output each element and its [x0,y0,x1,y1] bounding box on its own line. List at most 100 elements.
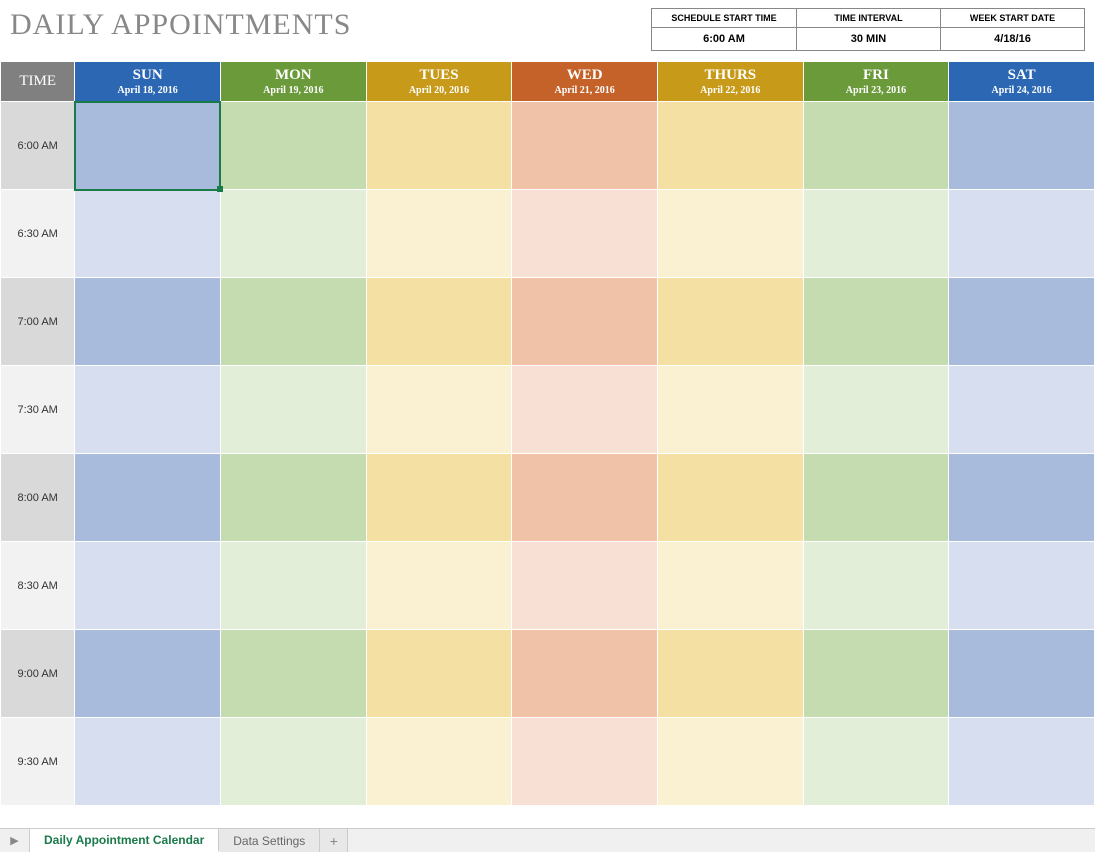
appointment-cell[interactable] [75,718,221,806]
time-label: 8:00 AM [1,454,75,542]
appointment-cell[interactable] [949,366,1095,454]
sheet-tabs: ▶ Daily Appointment CalendarData Setting… [0,828,1095,852]
appointment-cell[interactable] [512,278,658,366]
appointment-cell[interactable] [657,630,803,718]
day-header-fri: FRIApril 23, 2016 [803,62,949,102]
time-row: 8:00 AM [1,454,1095,542]
appointment-cell[interactable] [512,366,658,454]
appointment-cell[interactable] [220,718,366,806]
appointment-cell[interactable] [366,278,512,366]
calendar-body: 6:00 AM6:30 AM7:00 AM7:30 AM8:00 AM8:30 … [1,102,1095,806]
time-label: 9:30 AM [1,718,75,806]
day-date: April 18, 2016 [75,85,220,96]
appointment-cell[interactable] [512,102,658,190]
tab-add-button[interactable]: + [320,829,348,852]
appointment-cell[interactable] [220,278,366,366]
appointment-cell[interactable] [949,102,1095,190]
appointment-cell[interactable] [949,278,1095,366]
appointment-cell[interactable] [949,718,1095,806]
appointment-cell[interactable] [657,718,803,806]
appointment-cell[interactable] [75,630,221,718]
appointment-cell[interactable] [803,102,949,190]
tabs-container: Daily Appointment CalendarData Settings [30,829,320,852]
settings-value[interactable]: 30 MIN [797,28,940,50]
time-row: 6:00 AM [1,102,1095,190]
day-date: April 19, 2016 [221,85,366,96]
appointment-cell[interactable] [512,542,658,630]
appointment-cell[interactable] [512,190,658,278]
appointment-cell[interactable] [657,278,803,366]
time-label: 8:30 AM [1,542,75,630]
day-name: THURS [658,67,803,84]
appointment-cell[interactable] [220,630,366,718]
time-header: TIME [1,62,75,102]
settings-value[interactable]: 6:00 AM [652,28,796,50]
appointment-cell[interactable] [366,454,512,542]
appointment-cell[interactable] [512,454,658,542]
appointment-cell[interactable] [366,366,512,454]
appointment-cell[interactable] [366,542,512,630]
settings-value[interactable]: 4/18/16 [941,28,1084,50]
time-label: 7:30 AM [1,366,75,454]
appointment-cell[interactable] [803,542,949,630]
day-name: FRI [804,67,949,84]
settings-col-0: SCHEDULE START TIME6:00 AM [652,9,796,50]
appointment-cell[interactable] [75,190,221,278]
appointment-cell[interactable] [366,102,512,190]
appointment-cell[interactable] [220,190,366,278]
day-header-wed: WEDApril 21, 2016 [512,62,658,102]
time-label: 6:00 AM [1,102,75,190]
appointment-cell[interactable] [220,366,366,454]
appointment-cell[interactable] [512,630,658,718]
appointment-cell[interactable] [75,454,221,542]
settings-label: TIME INTERVAL [797,9,940,28]
time-label: 7:00 AM [1,278,75,366]
settings-box: SCHEDULE START TIME6:00 AMTIME INTERVAL3… [651,8,1085,51]
appointment-cell[interactable] [803,366,949,454]
day-date: April 20, 2016 [367,85,512,96]
sheet-tab-0[interactable]: Daily Appointment Calendar [30,829,219,852]
tab-nav-button[interactable]: ▶ [0,829,30,852]
appointment-cell[interactable] [75,542,221,630]
appointment-cell[interactable] [220,542,366,630]
appointment-cell[interactable] [803,630,949,718]
appointment-cell[interactable] [75,366,221,454]
appointment-cell[interactable] [75,278,221,366]
day-header-mon: MONApril 19, 2016 [220,62,366,102]
appointment-cell[interactable] [657,190,803,278]
day-header-sat: SATApril 24, 2016 [949,62,1095,102]
time-row: 6:30 AM [1,190,1095,278]
time-row: 9:00 AM [1,630,1095,718]
day-name: SUN [75,67,220,84]
page-title: DAILY APPOINTMENTS [10,8,351,42]
appointment-cell[interactable] [803,190,949,278]
time-row: 9:30 AM [1,718,1095,806]
appointment-cell[interactable] [657,102,803,190]
appointment-cell[interactable] [949,190,1095,278]
day-name: SAT [949,67,1094,84]
appointment-cell[interactable] [949,542,1095,630]
appointment-cell[interactable] [366,630,512,718]
appointment-cell[interactable] [803,278,949,366]
appointment-cell[interactable] [512,718,658,806]
appointment-cell[interactable] [803,454,949,542]
appointment-cell[interactable] [220,102,366,190]
appointment-cell[interactable] [949,630,1095,718]
appointment-cell[interactable] [366,190,512,278]
appointment-cell[interactable] [657,366,803,454]
day-header-sun: SUNApril 18, 2016 [75,62,221,102]
time-row: 7:30 AM [1,366,1095,454]
appointment-cell[interactable] [220,454,366,542]
appointment-cell[interactable] [366,718,512,806]
time-row: 7:00 AM [1,278,1095,366]
calendar-table: TIMESUNApril 18, 2016MONApril 19, 2016TU… [0,61,1095,806]
sheet-tab-1[interactable]: Data Settings [219,829,320,852]
day-date: April 21, 2016 [512,85,657,96]
time-row: 8:30 AM [1,542,1095,630]
appointment-cell[interactable] [803,718,949,806]
appointment-cell[interactable] [657,454,803,542]
day-header-tues: TUESApril 20, 2016 [366,62,512,102]
appointment-cell[interactable] [949,454,1095,542]
appointment-cell[interactable] [657,542,803,630]
appointment-cell[interactable] [75,102,221,190]
